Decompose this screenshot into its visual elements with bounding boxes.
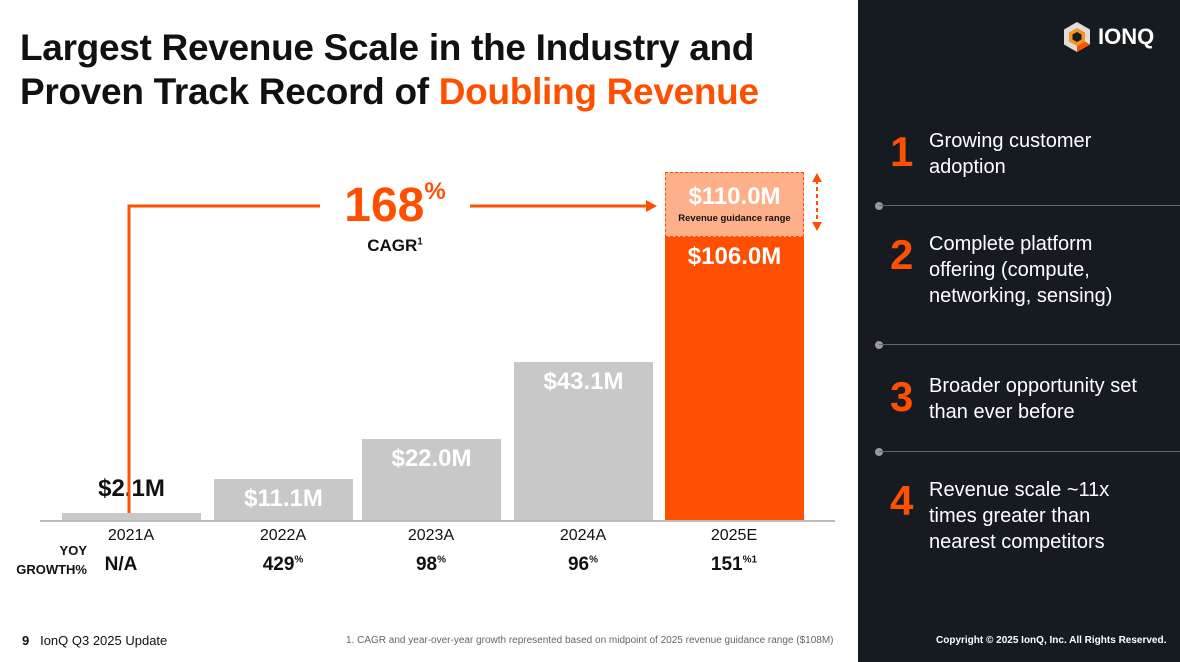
page-number: 9 [22,633,30,648]
divider [879,451,1180,452]
cagr-number: 168 [344,179,425,232]
bar-2021A: $2.1M [62,475,201,520]
x-tick-label: 2025E [710,527,758,544]
highlight-number: 2 [890,231,914,278]
cagr-label: CAGR1 [330,236,460,256]
page-title: Largest Revenue Scale in the Industry an… [20,26,759,114]
yoy-growth-value: 429% [213,554,353,576]
growth-unit: %1 [742,554,758,566]
bar-value-label: $11.1M [244,485,323,512]
highlight-number: 1 [890,128,914,175]
logo-text: IONQ [1098,24,1155,49]
yoy-growth-value: 96% [513,554,653,576]
ionq-logo: IONQ [1062,21,1154,53]
bar-2025E: $106.0M [665,237,804,520]
title-prefix: Proven Track Record of [20,71,439,112]
x-tick-label: 2023A [407,527,455,544]
cagr-label-text: CAGR [367,236,418,255]
ionq-logo-icon [1064,22,1090,52]
bar-2022A: $11.1M [214,479,353,520]
yoy-growth-value: 98% [361,554,501,576]
guidance-value: $110.0M [688,183,781,210]
footnote: 1. CAGR and year-over-year growth repres… [346,635,834,646]
growth-unit: % [294,554,304,566]
growth-number: 96 [567,554,590,575]
growth-number: N/A [104,554,138,575]
yoy-growth-label: YOY GROWTH% [0,541,87,579]
bar-2023A: $22.0M [362,439,501,520]
growth-unit: % [437,554,447,566]
guidance-range-box: $110.0M Revenue guidance range [665,172,804,237]
divider-dot [875,202,883,210]
cagr-footnote-mark: 1 [417,236,423,248]
divider-dot [875,448,883,456]
footer-deck: 9 IonQ Q3 2025 Update [22,633,167,648]
yoy-growth-value: 151%1 [664,554,804,576]
bar-value-label: $106.0M [687,243,782,270]
cagr-value: 168% [330,178,460,233]
growth-unit: % [589,554,599,566]
growth-number: 98 [415,554,438,575]
divider [879,205,1180,206]
bar-value-label: $22.0M [391,445,472,472]
growth-number: 151 [710,554,743,575]
revenue-chart: $2.1M 2021A N/A $11.1M 2022A 429% $22.0M 2023A 9… [51,172,804,576]
x-tick-label: 2021A [107,527,155,544]
yoy-growth-value: N/A [51,554,191,576]
cagr-arrow [127,173,822,513]
guidance-caption: Revenue guidance range [678,213,791,224]
cagr-unit: % [424,178,446,205]
highlight-text: Revenue scale ~11x times greater than ne… [929,479,1110,553]
highlight-number: 3 [890,373,914,420]
yoy-label: YOY [59,543,87,558]
title-highlight: Doubling Revenue [438,71,759,112]
x-tick-label: 2024A [559,527,607,544]
growth-label: GROWTH% [16,562,87,577]
highlight-text: Broader opportunity set than ever before [929,375,1137,423]
divider-dot [875,341,883,349]
deck-title: IonQ Q3 2025 Update [40,633,168,648]
highlights-panel [858,0,1180,662]
bar-value-label: $2.1M [98,475,165,502]
highlight-text: Complete platform offering (compute, net… [929,233,1113,307]
baseline [40,520,835,522]
copyright: Copyright © 2025 IonQ, Inc. All Rights R… [936,635,1167,646]
title-line-2: Proven Track Record of Doubling Revenue [20,70,759,114]
growth-number: 429 [262,554,295,575]
divider [879,344,1180,345]
title-line-1: Largest Revenue Scale in the Industry an… [20,27,755,68]
bar-2024A: $43.1M [514,362,653,520]
x-tick-label: 2022A [259,527,307,544]
highlight-number: 4 [890,477,914,524]
bar-value-label: $43.1M [543,368,624,395]
highlight-text: Growing customer adoption [929,130,1092,178]
